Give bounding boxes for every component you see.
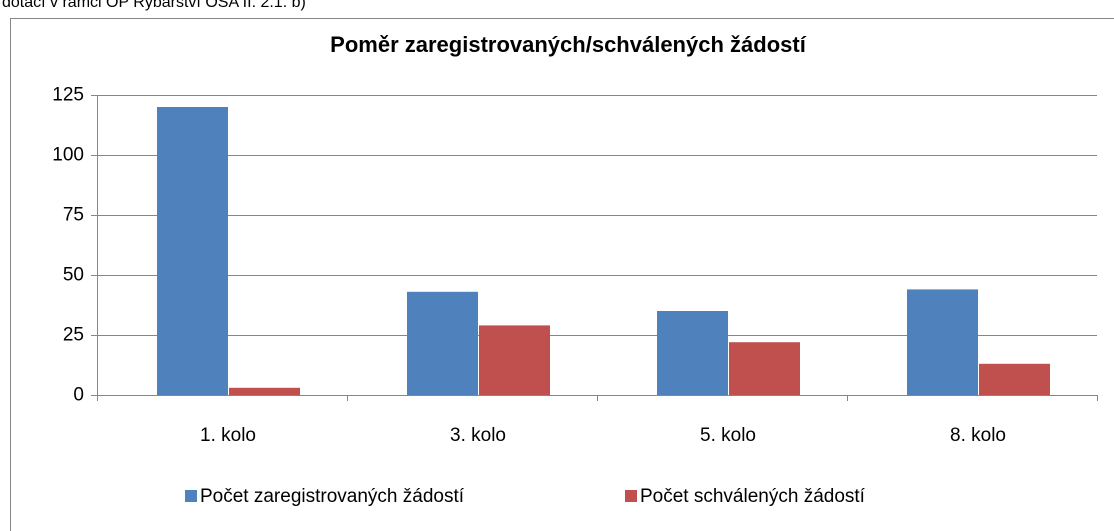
legend-label: Počet schválených žádostí	[640, 486, 866, 507]
x-tick-label: 8. kolo	[950, 425, 1006, 446]
y-tick-label: 0	[73, 385, 84, 406]
bar	[729, 342, 800, 395]
bar	[907, 289, 978, 395]
bar	[229, 387, 300, 395]
bar	[479, 325, 550, 395]
bar	[407, 291, 478, 395]
x-tick-label: 3. kolo	[450, 425, 506, 446]
y-tick-label: 125	[52, 85, 84, 106]
legend-label: Počet zaregistrovaných žádostí	[200, 486, 465, 507]
y-tick-label: 25	[63, 325, 84, 346]
x-tick-label: 1. kolo	[200, 425, 256, 446]
header-text: dotací v rámci OP Rybářství OSA II. 2.1.…	[2, 0, 306, 11]
bar	[979, 363, 1050, 395]
bar	[657, 311, 728, 395]
chart-title: Poměr zaregistrovaných/schválených žádos…	[330, 32, 807, 57]
legend-swatch	[625, 490, 637, 502]
y-tick-label: 100	[52, 145, 84, 166]
y-tick-label: 50	[63, 265, 84, 286]
legend-swatch	[185, 490, 197, 502]
x-tick-label: 5. kolo	[700, 425, 756, 446]
bar	[157, 107, 228, 395]
y-tick-label: 75	[63, 205, 84, 226]
